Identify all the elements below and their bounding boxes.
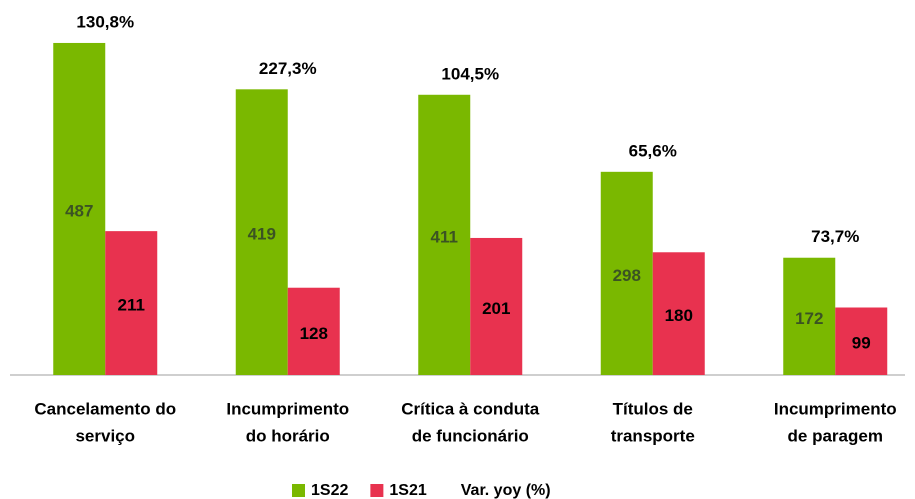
bar-value-label: 419 (248, 225, 276, 244)
bar (652, 252, 705, 375)
x-tick-label: Incumprimento (226, 399, 349, 418)
x-tick-label: serviço (75, 426, 135, 445)
bar (53, 42, 106, 376)
x-tick-label: Crítica à conduta (401, 399, 539, 418)
x-tick-label: de funcionário (412, 426, 529, 445)
bar-value-label: 487 (65, 201, 93, 220)
x-tick-label: Títulos de (613, 399, 693, 418)
yoy-label: 65,6% (629, 141, 677, 160)
x-tick-label: de paragem (788, 426, 883, 445)
yoy-label: 130,8% (76, 12, 134, 31)
x-tick-label: Cancelamento do (34, 399, 176, 418)
legend-swatch (370, 484, 384, 497)
yoy-label: 73,7% (811, 227, 859, 246)
bar-value-label: 180 (665, 306, 693, 325)
bar (783, 257, 836, 375)
bar-value-label: 128 (300, 324, 328, 343)
bar-value-label: 99 (852, 334, 871, 353)
bar-value-label: 172 (795, 309, 823, 328)
legend-label: 1S21 (389, 482, 426, 499)
legend-label: 1S22 (311, 482, 348, 499)
yoy-label: 104,5% (441, 64, 499, 83)
legend-label: Var. yoy (%) (461, 482, 551, 499)
x-tick-label: transporte (611, 426, 695, 445)
x-tick-label: do horário (246, 426, 330, 445)
bar (105, 231, 158, 375)
bar-value-label: 298 (613, 266, 641, 285)
bar-value-label: 211 (118, 296, 145, 315)
bar-value-label: 411 (431, 227, 458, 246)
bar (287, 287, 340, 375)
bar (600, 171, 653, 375)
bar (418, 94, 471, 375)
x-tick-label: Incumprimento (774, 399, 897, 418)
bar-value-label: 201 (482, 299, 510, 318)
bar (235, 89, 288, 376)
yoy-label: 227,3% (259, 59, 317, 78)
bar (835, 307, 888, 375)
legend-swatch (292, 484, 305, 497)
bar (470, 237, 523, 375)
